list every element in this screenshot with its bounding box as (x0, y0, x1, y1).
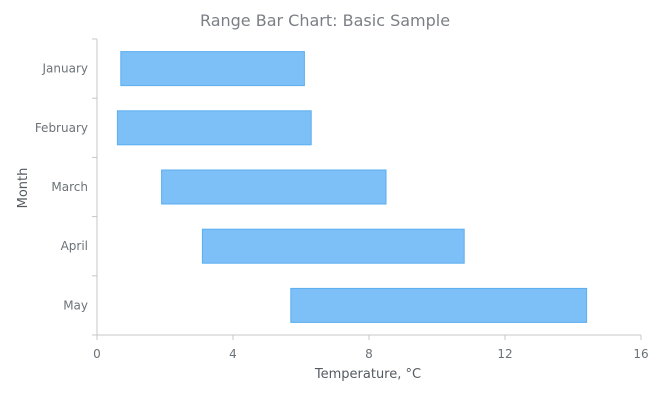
x-tick-label: 8 (365, 347, 373, 361)
x-tick-label: 0 (93, 347, 101, 361)
x-tick-label: 12 (497, 347, 512, 361)
y-tick-label: February (35, 121, 88, 135)
y-tick-label: January (42, 62, 89, 76)
range-bar-january (120, 51, 305, 87)
y-tick-label: March (51, 180, 88, 194)
x-axis-title: Temperature, °C (314, 367, 421, 382)
range-bar-march (161, 169, 387, 205)
bars-layer (116, 51, 588, 323)
y-axis-title: Month (16, 168, 31, 209)
y-tick-label: May (63, 298, 88, 312)
y-tick-label: April (61, 239, 88, 253)
x-axis: 0 4 8 12 16 (93, 334, 649, 361)
range-bar-april (201, 228, 465, 264)
range-bar-february (116, 110, 312, 146)
chart-title: Range Bar Chart: Basic Sample (200, 11, 450, 30)
x-tick-label: 16 (633, 347, 648, 361)
y-axis: January February March April May (35, 38, 98, 336)
range-bar-may (290, 287, 588, 323)
x-tick-label: 4 (229, 347, 237, 361)
